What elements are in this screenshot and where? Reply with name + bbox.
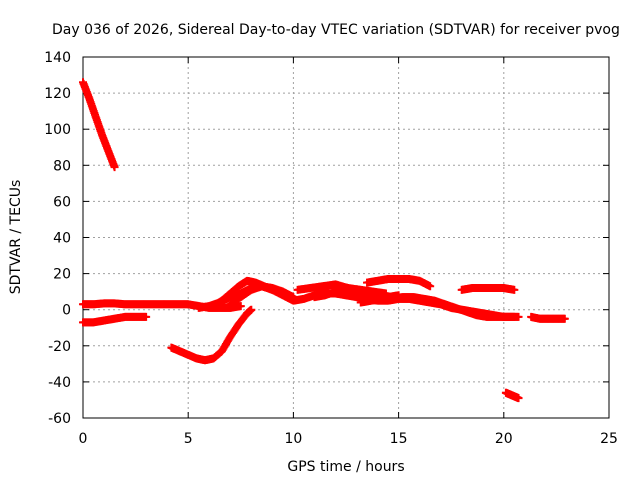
x-tick-label: 5 xyxy=(184,431,193,447)
data-point xyxy=(110,163,119,172)
x-axis-title: GPS time / hours xyxy=(287,459,404,475)
chart-title: Day 036 of 2026, Sidereal Day-to-day VTE… xyxy=(52,22,620,38)
series-arc-1 xyxy=(79,78,119,172)
x-tick-label: 25 xyxy=(600,431,618,447)
series-arc-7 xyxy=(226,282,298,309)
series-arc-13 xyxy=(501,388,523,403)
y-tick-label: 80 xyxy=(53,158,71,174)
y-tick-label: 100 xyxy=(44,122,71,138)
y-tick-label: 60 xyxy=(53,194,71,210)
data-point xyxy=(426,282,435,291)
tick-labels: 0 5 10 15 20 25 -60 -40 -20 0 20 40 60 80 100 120 140 xyxy=(44,50,618,447)
data-point xyxy=(247,305,256,314)
series-arc-10 xyxy=(363,275,435,291)
y-tick-label: -60 xyxy=(48,411,71,427)
series-arc-11 xyxy=(356,293,523,321)
series-arc-12 xyxy=(457,284,519,294)
grid xyxy=(83,57,609,418)
y-axis-title: SDTVAR / TECUs xyxy=(8,180,24,295)
data-point xyxy=(236,302,245,311)
data-point xyxy=(510,285,519,294)
data-point xyxy=(142,312,151,321)
data-point xyxy=(514,312,523,321)
series-arc-14 xyxy=(527,312,569,323)
plot-frame xyxy=(82,56,610,419)
x-tick-label: 10 xyxy=(284,431,302,447)
x-tick-label: 0 xyxy=(79,431,88,447)
y-tick-label: 40 xyxy=(53,231,71,247)
y-tick-label: 20 xyxy=(53,267,71,283)
y-tick-label: 140 xyxy=(44,50,71,66)
data-point xyxy=(560,314,569,323)
x-tick-label: 15 xyxy=(390,431,408,447)
y-tick-label: 0 xyxy=(62,303,71,319)
series-arc-4 xyxy=(167,305,256,365)
series-arc-3 xyxy=(79,312,151,327)
y-tick-label: -40 xyxy=(48,375,71,391)
ticks xyxy=(82,56,610,419)
data-points xyxy=(79,78,569,403)
data-point xyxy=(514,394,523,403)
data-point xyxy=(289,293,298,302)
y-tick-label: 120 xyxy=(44,86,71,102)
y-tick-label: -20 xyxy=(48,339,71,355)
x-tick-label: 20 xyxy=(495,431,513,447)
